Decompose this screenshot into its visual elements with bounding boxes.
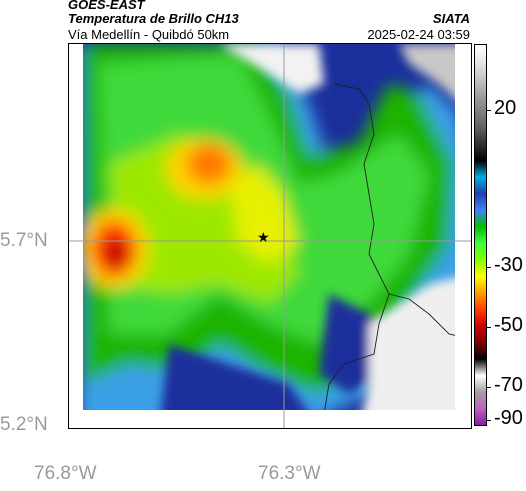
brightness-temperature-map[interactable]: ★ xyxy=(68,43,472,429)
satellite-title: GOES-EAST xyxy=(68,0,145,12)
colorbar-tick-mark xyxy=(486,327,491,328)
colorbar-tick-mark xyxy=(486,267,491,268)
datetime-label: 2025-02-24 03:59 xyxy=(367,27,470,42)
star-marker[interactable]: ★ xyxy=(257,229,270,245)
colorbar-tick-label: -50 xyxy=(494,314,523,336)
route-label: Vía Medellín - Quibdó 50km xyxy=(68,27,230,42)
map-canvas xyxy=(69,44,471,428)
colorbar-tick-label: -30 xyxy=(494,254,523,276)
temperature-colorbar xyxy=(474,44,487,426)
colorbar-tick-label: -70 xyxy=(494,374,523,396)
agency-label: SIATA xyxy=(432,11,470,26)
product-title: Temperatura de Brillo CH13 xyxy=(68,11,239,26)
y-tick-label: 5.2°N xyxy=(0,414,48,435)
colorbar-tick-label: 20 xyxy=(494,97,517,119)
colorbar-tick-mark xyxy=(486,420,491,421)
colorbar-tick-mark xyxy=(486,387,491,388)
colorbar-tick-mark xyxy=(486,110,491,111)
colorbar-tick-label: -90 xyxy=(494,407,523,429)
x-tick-label: 76.3°W xyxy=(258,463,321,484)
x-tick-label: 76.8°W xyxy=(34,463,97,484)
y-tick-label: 5.7°N xyxy=(0,230,48,251)
